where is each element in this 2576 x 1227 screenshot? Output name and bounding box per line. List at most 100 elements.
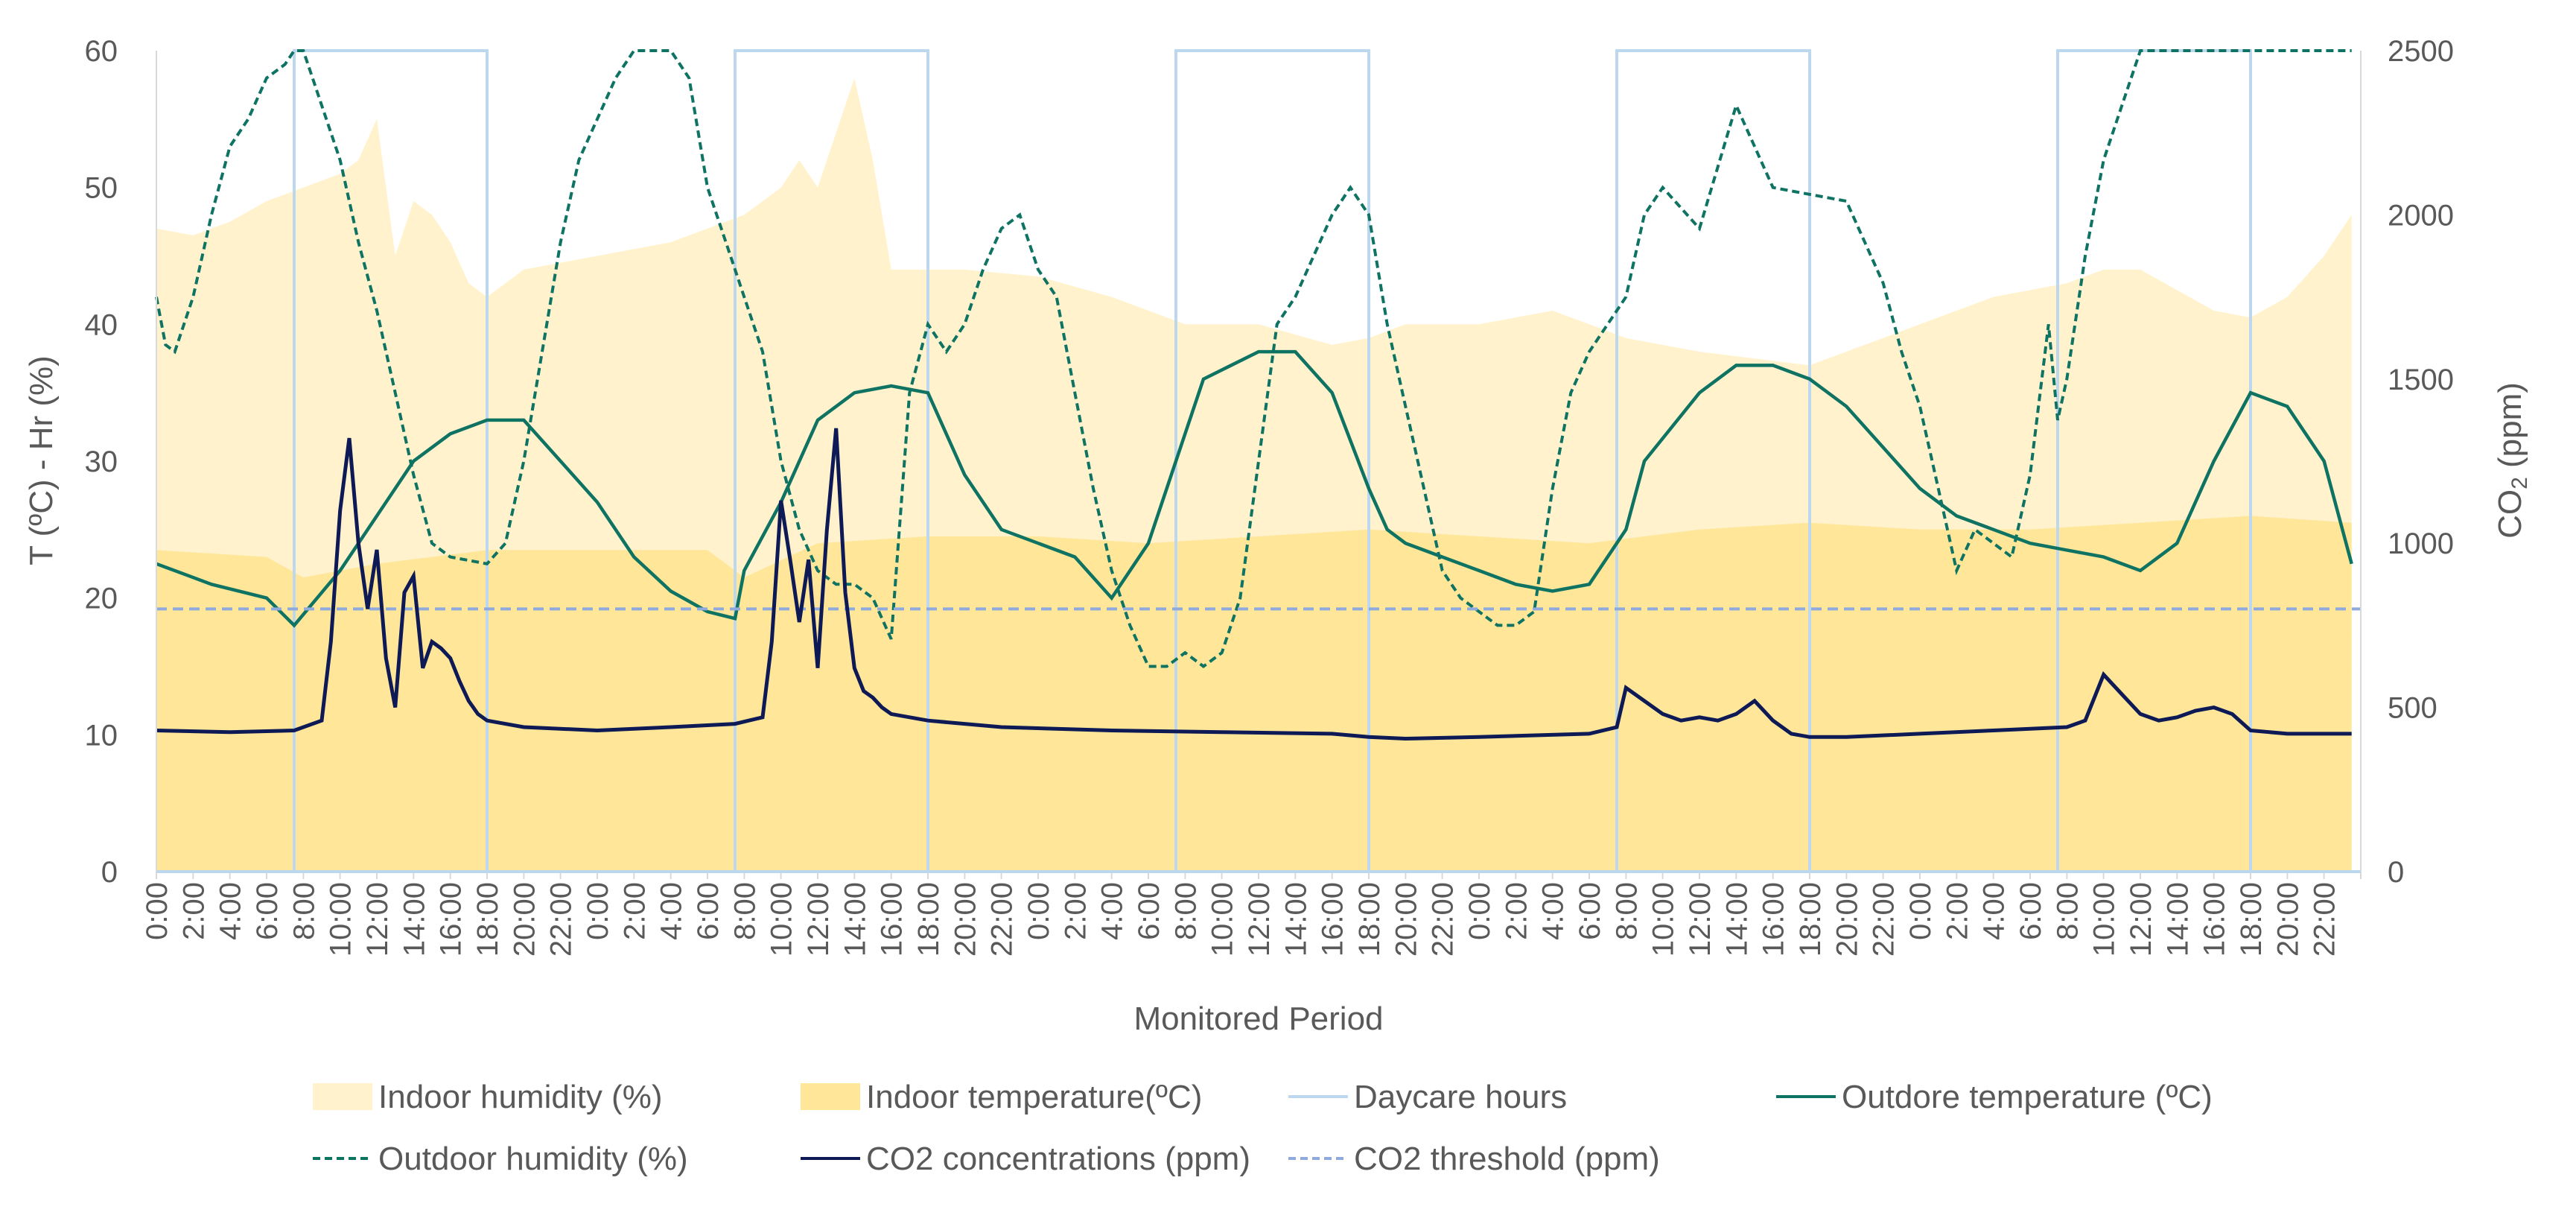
- y-axis-left-tick-label: 60: [85, 35, 118, 68]
- x-axis-tick-label: 2:00: [1500, 882, 1533, 940]
- x-axis-tick-label: 20:00: [949, 882, 982, 957]
- x-axis-tick-label: 20:00: [1390, 882, 1422, 957]
- x-axis-tick-label: 4:00: [1537, 882, 1570, 940]
- x-axis-tick-label: 2:00: [1059, 882, 1092, 940]
- x-axis-tick-label: 22:00: [2309, 882, 2341, 957]
- outdoor-humidity-line: [155, 49, 2352, 668]
- y-axis-right-tick-label: 2000: [2388, 199, 2454, 232]
- y-axis-left-tick-label: 0: [101, 856, 118, 889]
- daycare-hours-window-2: [734, 49, 929, 872]
- legend-label: Indoor humidity (%): [378, 1079, 662, 1115]
- legend-label: CO2 concentrations (ppm): [866, 1141, 1250, 1177]
- y-axis-right-title-unit: (ppm): [2492, 382, 2528, 477]
- x-axis-tick-label: 4:00: [655, 882, 688, 940]
- x-axis-tick-label: 8:00: [287, 882, 320, 940]
- x-axis-tick-label: 6:00: [692, 882, 725, 940]
- x-axis-tick-label: 10:00: [766, 882, 798, 957]
- x-axis-tick-label: 16:00: [1317, 882, 1349, 957]
- area-series: [156, 77, 2352, 872]
- legend-item: Indoor humidity (%): [313, 1079, 662, 1115]
- x-axis-tick-label: 18:00: [2235, 882, 2268, 957]
- left-axis-tick-labels: 0 10 20 30 40 50 60: [85, 35, 118, 889]
- x-axis-tick-label: 16:00: [435, 882, 468, 957]
- x-axis-tick-labels: 0:00 2:00 4:00 6:00 8:00 10:00 12:00 14:00 16:00…: [141, 882, 2341, 957]
- x-axis-tick-label: 0:00: [1463, 882, 1496, 940]
- legend-label: Indoor temperature(ºC): [866, 1079, 1202, 1115]
- axes: [156, 51, 2362, 872]
- x-axis-tick-label: 0:00: [1023, 882, 1055, 940]
- legend-item: Outdoor humidity (%): [313, 1141, 688, 1177]
- x-axis-tick-label: 6:00: [1574, 882, 1606, 940]
- x-axis-tick-label: 20:00: [508, 882, 541, 957]
- outdoor-temperature-line: [156, 349, 2353, 628]
- x-axis-tick-label: 16:00: [1758, 882, 1790, 957]
- x-axis-tick-label: 18:00: [1794, 882, 1827, 957]
- x-axis-tick-label: 12:00: [1684, 882, 1717, 957]
- x-axis-tick-label: 14:00: [1279, 882, 1312, 957]
- y-axis-left-tick-label: 30: [85, 446, 118, 478]
- x-axis-tick-label: 2:00: [1941, 882, 1974, 940]
- y-axis-left-tick-label: 20: [85, 583, 118, 615]
- y-axis-right-title: CO2 (ppm): [2492, 382, 2532, 539]
- legend-swatch: [313, 1083, 372, 1110]
- y-axis-left-tick-label: 50: [85, 172, 118, 205]
- x-axis-tick-label: 4:00: [1978, 882, 2011, 940]
- legend-item: CO2 concentrations (ppm): [801, 1141, 1250, 1177]
- x-axis-title: Monitored Period: [1133, 1001, 1383, 1037]
- x-axis-tick-label: 16:00: [876, 882, 909, 957]
- y-axis-right-tick-label: 2500: [2388, 35, 2454, 68]
- legend-label: Daycare hours: [1354, 1079, 1567, 1115]
- daycare-hours-window-4: [1615, 49, 1811, 872]
- x-axis-tick-label: 18:00: [471, 882, 504, 957]
- right-axis-tick-labels: 0 500 1000 1500 2000 2500: [2388, 35, 2454, 889]
- legend: Indoor humidity (%) Indoor temperature(ºC…: [313, 1079, 2213, 1177]
- x-axis-tick-label: 2:00: [177, 882, 210, 940]
- x-axis-tick-label: 4:00: [214, 882, 247, 940]
- x-axis-tick-label: 22:00: [986, 882, 1019, 957]
- x-axis-tick-label: 8:00: [2051, 882, 2084, 940]
- legend-item: Outdore temperature (ºC): [1776, 1079, 2213, 1115]
- legend-swatch: [801, 1083, 860, 1110]
- x-axis-tick-label: 14:00: [2161, 882, 2194, 957]
- x-axis-tick-label: 18:00: [1353, 882, 1386, 957]
- x-axis-tick-label: 6:00: [1133, 882, 1165, 940]
- legend-item: Indoor temperature(ºC): [801, 1079, 1202, 1115]
- x-axis-tick-label: 16:00: [2198, 882, 2231, 957]
- legend-label: Outdore temperature (ºC): [1842, 1079, 2213, 1115]
- x-axis-tick-label: 12:00: [802, 882, 835, 957]
- x-axis-tick-label: 20:00: [2271, 882, 2304, 957]
- x-axis-tick-label: 20:00: [1831, 882, 1863, 957]
- x-axis-tick-label: 2:00: [618, 882, 651, 940]
- y-axis-left-tick-label: 40: [85, 308, 118, 341]
- y-axis-right-title-subscript: 2: [2507, 477, 2532, 489]
- y-axis-right-title-main: CO: [2492, 489, 2528, 539]
- x-axis-tick-label: 4:00: [1096, 882, 1129, 940]
- x-axis-tick-label: 14:00: [1720, 882, 1753, 957]
- legend-label: Outdoor humidity (%): [378, 1141, 688, 1177]
- indoor-temperature-area: [156, 516, 2352, 872]
- x-axis-tick-label: 0:00: [1904, 882, 1937, 940]
- x-axis-tick-label: 18:00: [912, 882, 945, 957]
- y-axis-right-tick-label: 1000: [2388, 527, 2454, 560]
- x-axis-tick-label: 0:00: [582, 882, 614, 940]
- x-axis-tick-label: 8:00: [1169, 882, 1202, 940]
- y-axis-left-tick-label: 10: [85, 719, 118, 752]
- x-axis-tick-label: 12:00: [1243, 882, 1276, 957]
- x-axis-tick-label: 10:00: [2088, 882, 2121, 957]
- x-axis-tick-label: 6:00: [2014, 882, 2047, 940]
- x-axis-tick-label: 10:00: [1206, 882, 1239, 957]
- y-axis-right-tick-label: 0: [2388, 856, 2404, 889]
- co2-concentration-line: [156, 428, 2352, 741]
- legend-item: CO2 threshold (ppm): [1288, 1141, 1660, 1177]
- y-axis-left-title: T (ºC) - Hr (%): [23, 355, 60, 565]
- x-axis-tick-label: 8:00: [1610, 882, 1643, 940]
- x-axis-tick-label: 8:00: [728, 882, 761, 940]
- x-axis-tick-label: 10:00: [1647, 882, 1680, 957]
- y-axis-right-tick-label: 1500: [2388, 364, 2454, 396]
- x-axis-tick-label: 22:00: [545, 882, 578, 957]
- legend-item: Daycare hours: [1288, 1079, 1567, 1115]
- x-axis-tick-label: 12:00: [2125, 882, 2157, 957]
- x-axis-tick-label: 22:00: [1868, 882, 1901, 957]
- x-axis-tick-label: 14:00: [839, 882, 871, 957]
- x-axis-tick-label: 12:00: [361, 882, 394, 957]
